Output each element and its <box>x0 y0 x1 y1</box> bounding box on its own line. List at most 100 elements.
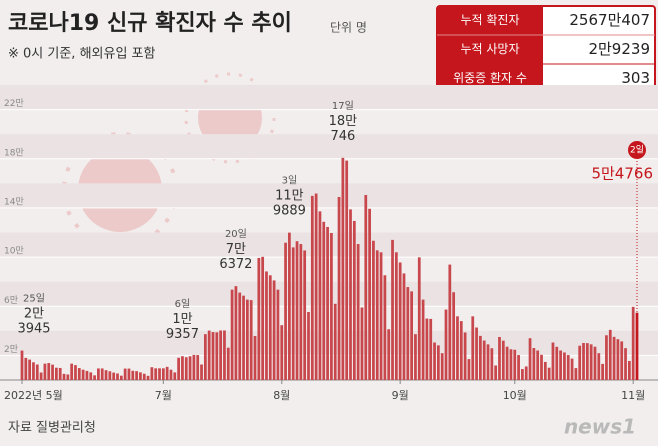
bar <box>142 373 146 380</box>
bar <box>440 353 444 380</box>
bar <box>226 347 230 380</box>
bar <box>35 364 39 380</box>
bar <box>314 193 318 380</box>
bar <box>391 239 394 380</box>
bar <box>276 289 280 380</box>
bar <box>139 372 142 380</box>
day-label: 3일 <box>282 175 298 187</box>
bar <box>364 195 368 380</box>
bar <box>32 362 35 380</box>
bar <box>284 242 287 380</box>
bar <box>223 330 226 380</box>
x-tick-label: 2022년 5월 <box>4 389 63 402</box>
bar <box>505 346 509 380</box>
y-tick-label: 14만 <box>4 196 24 207</box>
bar <box>261 256 265 380</box>
value-label: 11만 9889 <box>273 188 306 218</box>
bar <box>624 348 627 380</box>
bar <box>383 275 387 380</box>
bar <box>169 369 173 380</box>
bar <box>158 368 161 380</box>
value-label: 5만4766 <box>591 165 653 183</box>
bar <box>394 252 398 380</box>
bar <box>234 286 238 380</box>
bar <box>47 363 51 380</box>
bar <box>330 232 333 380</box>
bar <box>85 370 89 380</box>
bar <box>242 295 245 380</box>
y-tick-label: 10만 <box>4 246 24 257</box>
bar <box>116 373 119 380</box>
bar <box>318 211 322 380</box>
bar <box>249 300 253 380</box>
bar <box>192 354 196 380</box>
bar <box>482 340 486 380</box>
bar <box>356 244 360 380</box>
grid-band <box>0 281 658 307</box>
bar <box>177 357 180 380</box>
bar <box>605 335 608 380</box>
bar <box>288 232 291 380</box>
bar <box>100 368 104 380</box>
y-tick-label: 18만 <box>4 147 24 158</box>
bar <box>563 352 566 380</box>
bar <box>414 334 417 380</box>
bar <box>555 346 559 380</box>
bar <box>333 303 337 380</box>
bar <box>597 353 601 380</box>
y-tick-label: 6만 <box>4 295 18 306</box>
bar <box>375 250 379 380</box>
bar <box>467 359 471 380</box>
logo: news1 <box>564 415 636 439</box>
bar <box>490 348 494 380</box>
y-tick-label: 22만 <box>4 98 24 109</box>
bar <box>20 350 24 380</box>
bar <box>620 341 624 380</box>
bar <box>372 240 375 380</box>
bar <box>200 364 203 380</box>
bar <box>127 368 131 380</box>
bar <box>345 160 349 380</box>
bar <box>93 375 96 380</box>
bar <box>387 329 391 380</box>
bar <box>28 359 32 380</box>
bar <box>181 356 184 380</box>
bar <box>119 375 123 380</box>
bar <box>589 344 593 380</box>
bar <box>341 157 345 380</box>
value-label: 2만 3945 <box>17 306 50 336</box>
grid-band <box>0 134 658 159</box>
bar <box>543 361 547 380</box>
bar <box>268 275 272 380</box>
bar <box>97 368 100 380</box>
bar <box>566 355 570 380</box>
bar <box>417 257 421 380</box>
bar <box>479 335 482 380</box>
bar <box>77 368 81 380</box>
bar <box>307 312 310 380</box>
bar <box>528 338 532 380</box>
bar <box>112 372 116 380</box>
bar <box>425 318 429 380</box>
bar <box>81 369 85 380</box>
bar <box>612 336 616 380</box>
bar <box>521 369 524 380</box>
bar <box>352 220 356 380</box>
bar <box>379 252 383 380</box>
bar <box>150 367 154 380</box>
x-tick-label: 8월 <box>273 389 290 402</box>
bar <box>402 273 406 380</box>
grid-band <box>0 183 658 208</box>
bar <box>494 365 498 380</box>
bar <box>593 346 597 380</box>
bar <box>463 332 467 380</box>
bar <box>165 366 169 380</box>
bar <box>559 350 562 380</box>
bar <box>66 374 70 380</box>
unit-label: 단위 명 <box>330 21 367 35</box>
bar <box>337 196 341 380</box>
bar <box>513 349 517 380</box>
bar <box>230 289 234 380</box>
bar <box>161 368 165 380</box>
